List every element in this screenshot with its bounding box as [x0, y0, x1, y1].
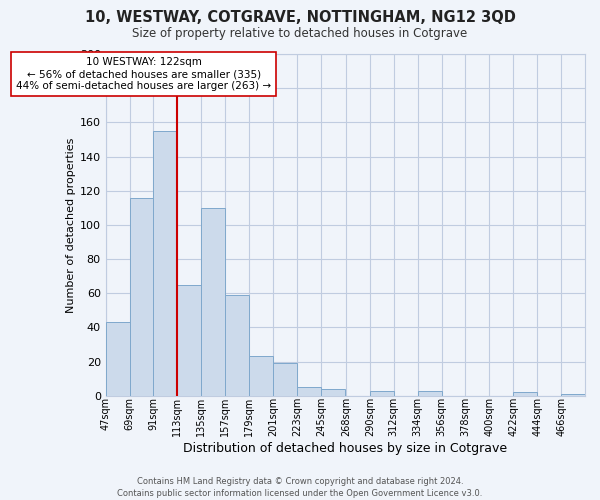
- Bar: [202, 208, 225, 396]
- Bar: [297, 387, 321, 396]
- Text: Size of property relative to detached houses in Cotgrave: Size of property relative to detached ho…: [133, 28, 467, 40]
- Bar: [249, 356, 273, 396]
- Bar: [513, 392, 537, 396]
- Text: 10 WESTWAY: 122sqm
← 56% of detached houses are smaller (335)
44% of semi-detach: 10 WESTWAY: 122sqm ← 56% of detached hou…: [16, 58, 271, 90]
- Text: 10, WESTWAY, COTGRAVE, NOTTINGHAM, NG12 3QD: 10, WESTWAY, COTGRAVE, NOTTINGHAM, NG12 …: [85, 10, 515, 25]
- Bar: [273, 363, 297, 396]
- Text: Contains HM Land Registry data © Crown copyright and database right 2024.
Contai: Contains HM Land Registry data © Crown c…: [118, 476, 482, 498]
- Bar: [225, 295, 249, 396]
- Bar: [178, 284, 202, 396]
- Bar: [321, 389, 345, 396]
- Bar: [106, 322, 130, 396]
- Bar: [130, 198, 154, 396]
- Bar: [561, 394, 585, 396]
- X-axis label: Distribution of detached houses by size in Cotgrave: Distribution of detached houses by size …: [183, 442, 508, 455]
- Y-axis label: Number of detached properties: Number of detached properties: [65, 137, 76, 312]
- Bar: [418, 390, 442, 396]
- Bar: [370, 390, 394, 396]
- Bar: [154, 131, 178, 396]
